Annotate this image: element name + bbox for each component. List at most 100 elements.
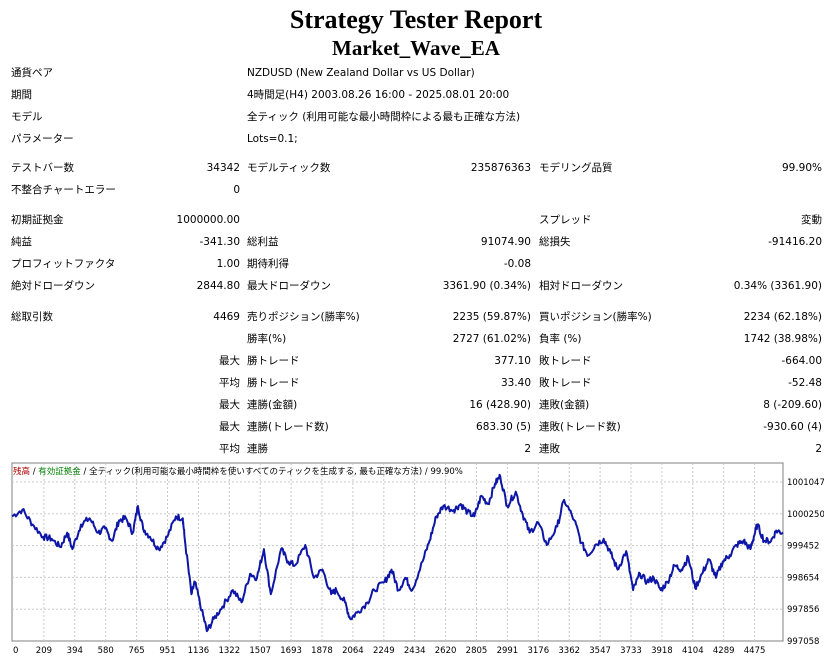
x-tick-label: 1322 (218, 646, 240, 656)
y-tick-label: 998654 (787, 573, 819, 583)
y-tick-label: 1000250 (787, 510, 824, 520)
max-consec-loss-count-label: 連敗(トレード数) (539, 421, 621, 433)
mismatch-label: 不整合チャートエラー (11, 184, 116, 196)
avg-label: 平均 (219, 377, 240, 389)
net-profit-value: -341.30 (199, 236, 240, 248)
x-tick-label: 765 (128, 646, 144, 656)
avg-loss-label: 敗トレード (539, 377, 592, 389)
max-label: 最大 (219, 355, 240, 367)
period-label: 期間 (11, 89, 32, 101)
mismatch-value: 0 (233, 184, 240, 196)
profit-factor-label: プロフィットファクタ (11, 258, 116, 270)
quality-label: モデリング品質 (539, 162, 613, 174)
loss-rate-value: 1742 (38.98%) (743, 333, 822, 345)
expected-payoff-label: 期待利得 (247, 258, 289, 270)
x-tick-label: 1878 (311, 646, 333, 656)
worst-trade-label: 敗トレード (539, 355, 592, 367)
avg-win-value: 33.40 (500, 377, 531, 389)
avg-win-label: 勝トレード (247, 377, 300, 389)
legend-balance: 残高 (13, 467, 31, 477)
rel-drawdown-value: 0.34% (3361.90) (733, 280, 822, 292)
net-profit-label: 純益 (11, 236, 32, 248)
legend-equity: 有効証拠金 (38, 467, 81, 477)
x-tick-label: 2620 (435, 646, 457, 656)
worst-trade-value: -664.00 (781, 355, 822, 367)
x-tick-label: 209 (36, 646, 52, 656)
x-tick-label: 394 (67, 646, 83, 656)
legend-separator: / (30, 467, 39, 477)
win-rate-value: 2727 (61.02%) (452, 333, 531, 345)
x-tick-label: 580 (98, 646, 114, 656)
symbol-label: 通貨ペア (11, 67, 53, 79)
best-trade-label: 勝トレード (247, 355, 300, 367)
max-consec-loss-amount-value: 8 (-209.60) (763, 399, 822, 411)
max-consec-win-amount-label: 連勝(金額) (247, 399, 298, 411)
params-label: パラメーター (11, 133, 74, 145)
x-tick-label: 1507 (249, 646, 271, 656)
legend-separator: / (422, 467, 431, 477)
avg-loss-value: -52.48 (788, 377, 822, 389)
long-positions-value: 2234 (62.18%) (743, 311, 822, 323)
win-rate-label: 勝率(%) (247, 333, 287, 345)
max-consec-win-count-value: 683.30 (5) (476, 421, 531, 433)
x-tick-label: 951 (159, 646, 175, 656)
x-tick-label: 4104 (682, 646, 704, 656)
ticks-value: 235876363 (470, 162, 531, 174)
legend-quality: 99.90% (430, 467, 463, 477)
avg-label: 平均 (219, 443, 240, 455)
expected-payoff-value: -0.08 (503, 258, 531, 270)
gross-profit-value: 91074.90 (480, 236, 531, 248)
x-tick-label: 4289 (713, 646, 735, 656)
report-title: Strategy Tester Report (289, 5, 543, 34)
short-positions-value: 2235 (59.87%) (452, 311, 531, 323)
max-consec-loss-count-value: -930.60 (4) (763, 421, 822, 433)
max-drawdown-value: 3361.90 (0.34%) (442, 280, 531, 292)
period-value: 4時間足(H4) 2003.08.26 16:00 - 2025.08.01 2… (247, 89, 510, 101)
y-tick-label: 999452 (787, 542, 819, 552)
x-tick-label: 2991 (497, 646, 519, 656)
balance-chart-svg: 1001047 1000250 999452 998654 997856 997058 0 2… (11, 462, 824, 656)
gross-loss-label: 総損失 (539, 236, 571, 248)
total-trades-label: 総取引数 (11, 311, 53, 323)
spread-label: スプレッド (539, 214, 592, 226)
rel-drawdown-label: 相対ドローダウン (539, 280, 623, 292)
best-trade-value: 377.10 (494, 355, 531, 367)
max-consec-win-count-label: 連勝(トレード数) (247, 421, 329, 433)
x-tick-label: 2249 (373, 646, 395, 656)
deposit-label: 初期証拠金 (11, 214, 64, 226)
short-positions-label: 売りポジション(勝率%) (247, 311, 360, 323)
avg-consec-loss-label: 連敗 (539, 443, 560, 455)
balance-series-line (11, 473, 784, 633)
chart-legend: 残高 / 有効証拠金 / 全ティック(利用可能な最小時間枠を使いすべてのティック… (13, 466, 463, 478)
max-consec-win-amount-value: 16 (428.90) (469, 399, 531, 411)
symbol-value: NZDUSD (New Zealand Dollar vs US Dollar) (247, 67, 475, 79)
avg-consec-win-value: 2 (524, 443, 531, 455)
avg-consec-loss-value: 2 (815, 443, 822, 455)
model-label: モデル (11, 111, 43, 123)
x-tick-label: 1693 (280, 646, 302, 656)
loss-rate-label: 負率 (%) (539, 333, 582, 345)
x-tick-label: 3918 (651, 646, 673, 656)
avg-consec-win-label: 連勝 (247, 443, 268, 455)
plot-frame (11, 462, 784, 642)
x-tick-label: 2434 (404, 646, 426, 656)
y-tick-label: 1001047 (787, 478, 824, 488)
profit-factor-value: 1.00 (216, 258, 240, 270)
x-tick-label: 4475 (744, 646, 766, 656)
x-tick-label: 3362 (558, 646, 580, 656)
long-positions-label: 買いポジション(勝率%) (539, 311, 652, 323)
x-tick-label: 3176 (527, 646, 549, 656)
max-label: 最大 (219, 399, 240, 411)
legend-model: 全ティック(利用可能な最小時間枠を使いすべてのティックを生成する, 最も正確な方… (89, 467, 423, 477)
spread-value: 変動 (801, 214, 822, 226)
y-tick-label: 997856 (787, 605, 819, 615)
model-value: 全ティック (利用可能な最小時間枠による最も正確な方法) (247, 111, 521, 123)
abs-drawdown-label: 絶対ドローダウン (11, 280, 95, 292)
abs-drawdown-value: 2844.80 (196, 280, 240, 292)
deposit-value: 1000000.00 (176, 214, 240, 226)
x-tick-label: 3733 (620, 646, 642, 656)
x-tick-label: 2064 (342, 646, 364, 656)
bars-label: テストバー数 (11, 162, 74, 174)
x-tick-label: 1136 (188, 646, 210, 656)
legend-separator: / (80, 467, 90, 477)
